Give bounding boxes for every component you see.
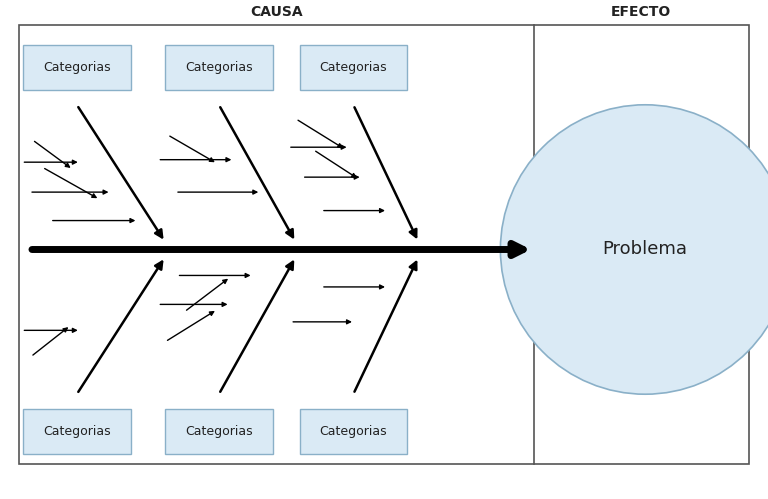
Text: EFECTO: EFECTO	[611, 5, 671, 19]
Bar	[300, 45, 407, 90]
Bar	[165, 45, 273, 90]
Bar	[23, 409, 131, 454]
Text: Categorias: Categorias	[43, 425, 111, 438]
Text: Problema: Problema	[603, 241, 687, 258]
Ellipse shape	[501, 105, 768, 394]
Text: CAUSA: CAUSA	[250, 5, 303, 19]
Text: Categorias: Categorias	[185, 425, 253, 438]
Text: Categorias: Categorias	[43, 61, 111, 74]
Bar	[19, 25, 749, 464]
Bar	[300, 409, 407, 454]
Bar	[23, 45, 131, 90]
Text: Categorias: Categorias	[319, 425, 387, 438]
Text: Categorias: Categorias	[319, 61, 387, 74]
Bar	[165, 409, 273, 454]
Text: Categorias: Categorias	[185, 61, 253, 74]
